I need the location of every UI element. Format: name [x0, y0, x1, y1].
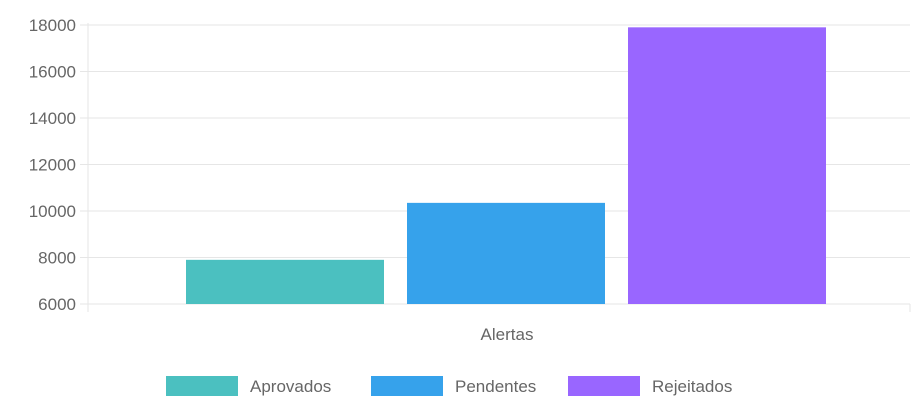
legend-label-rejeitados: Rejeitados [652, 377, 732, 396]
legend-swatch-rejeitados [568, 376, 640, 396]
y-tick-label: 10000 [29, 202, 76, 221]
x-axis-category-label: Alertas [481, 325, 534, 344]
legend-label-aprovados: Aprovados [250, 377, 331, 396]
bars [186, 27, 826, 304]
y-tick-label: 16000 [29, 63, 76, 82]
y-tick-label: 8000 [38, 249, 76, 268]
bar-aprovados [186, 259, 384, 304]
y-tick-label: 6000 [38, 295, 76, 314]
y-tick-label: 18000 [29, 16, 76, 35]
y-tick-label: 12000 [29, 156, 76, 175]
bar-rejeitados [628, 27, 826, 304]
legend-swatch-aprovados [166, 376, 238, 396]
legend: Aprovados Pendentes Rejeitados [166, 376, 732, 396]
legend-swatch-pendentes [371, 376, 443, 396]
y-axis-ticks: 6000 8000 10000 12000 14000 16000 18000 [29, 16, 76, 314]
y-tick-label: 14000 [29, 109, 76, 128]
bar-pendentes [407, 202, 605, 304]
legend-label-pendentes: Pendentes [455, 377, 536, 396]
